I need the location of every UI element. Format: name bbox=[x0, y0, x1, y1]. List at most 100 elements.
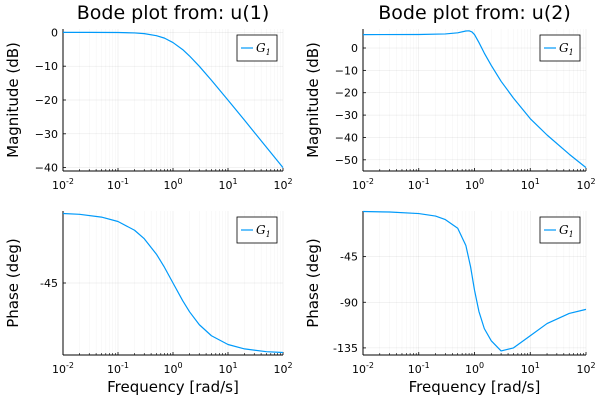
x-tick-exponent: 1 bbox=[232, 361, 237, 370]
y-axis-label: Phase (deg) bbox=[304, 238, 322, 328]
legend: G1 bbox=[236, 216, 278, 244]
x-tick-label: 100 bbox=[465, 177, 484, 192]
x-tick-base: 10 bbox=[273, 179, 287, 192]
y-axis-label: Phase (deg) bbox=[4, 238, 22, 328]
y-tick-label: −40 bbox=[35, 162, 58, 175]
x-tick-base: 10 bbox=[163, 179, 177, 192]
x-axis-label: Frequency [rad/s] bbox=[409, 378, 541, 396]
series-line-G1 bbox=[62, 212, 284, 354]
x-tick-label: 100 bbox=[163, 177, 182, 192]
x-tick-base: 10 bbox=[465, 179, 479, 192]
x-tick-label: 102 bbox=[273, 361, 292, 376]
y-tick-label: −30 bbox=[35, 128, 58, 141]
series-line-G1 bbox=[362, 210, 587, 352]
x-tick-base: 10 bbox=[465, 363, 479, 376]
legend-label-name: G bbox=[559, 223, 569, 237]
x-tick-base: 10 bbox=[52, 179, 66, 192]
x-tick-exponent: 2 bbox=[287, 361, 292, 370]
chart-title: Bode plot from: u(2) bbox=[378, 2, 571, 24]
y-tick-label: −50 bbox=[335, 154, 358, 167]
x-tick-label: 100 bbox=[163, 361, 182, 376]
x-tick-exponent: -2 bbox=[366, 177, 374, 186]
x-tick-label: 102 bbox=[576, 177, 595, 192]
x-tick-label: 101 bbox=[218, 361, 237, 376]
y-tick-label: 0 bbox=[51, 26, 58, 39]
y-tick-label: −10 bbox=[335, 64, 358, 77]
y-tick-label: -45 bbox=[340, 251, 358, 264]
legend-label: G1 bbox=[256, 41, 271, 57]
y-tick-label: −40 bbox=[335, 131, 358, 144]
x-tick-exponent: -1 bbox=[422, 177, 430, 186]
legend-label: G1 bbox=[559, 223, 574, 239]
x-tick-exponent: -1 bbox=[121, 361, 129, 370]
legend: G1 bbox=[539, 34, 581, 62]
x-tick-label: 10-1 bbox=[408, 177, 430, 192]
x-tick-label: 10-1 bbox=[107, 361, 129, 376]
legend: G1 bbox=[539, 216, 581, 244]
panel-magnitude-u2: 10-2 10-1 100 101 1020−10−20−30−40−50G1Bode … bbox=[304, 2, 596, 192]
x-tick-label: 100 bbox=[465, 361, 484, 376]
x-tick-label: 101 bbox=[521, 177, 540, 192]
x-tick-exponent: -2 bbox=[366, 361, 374, 370]
y-tick-label: −20 bbox=[35, 94, 58, 107]
x-tick-base: 10 bbox=[352, 179, 366, 192]
x-tick-exponent: 2 bbox=[287, 177, 292, 186]
x-tick-label: 102 bbox=[576, 361, 595, 376]
legend-label-subscript: 1 bbox=[266, 48, 271, 57]
x-tick-base: 10 bbox=[576, 179, 590, 192]
x-tick-label: 10-2 bbox=[352, 361, 374, 376]
legend-label: G1 bbox=[256, 223, 271, 239]
legend-label: G1 bbox=[559, 41, 574, 57]
chart-title: Bode plot from: u(1) bbox=[77, 2, 270, 24]
x-tick-base: 10 bbox=[408, 179, 422, 192]
x-axis-label: Frequency [rad/s] bbox=[107, 378, 239, 396]
legend: G1 bbox=[236, 34, 278, 62]
x-tick-exponent: -1 bbox=[422, 361, 430, 370]
x-tick-base: 10 bbox=[52, 363, 66, 376]
x-tick-label: 10-2 bbox=[52, 177, 74, 192]
y-tick-label: -90 bbox=[340, 296, 358, 309]
x-tick-exponent: 0 bbox=[177, 361, 182, 370]
x-tick-base: 10 bbox=[107, 179, 121, 192]
x-tick-base: 10 bbox=[218, 363, 232, 376]
x-tick-label: 102 bbox=[273, 177, 292, 192]
y-tick-label: −30 bbox=[335, 109, 358, 122]
legend-label-name: G bbox=[256, 223, 266, 237]
x-tick-label: 101 bbox=[521, 361, 540, 376]
x-tick-label: 101 bbox=[218, 177, 237, 192]
x-tick-base: 10 bbox=[521, 363, 535, 376]
x-tick-base: 10 bbox=[218, 179, 232, 192]
x-tick-base: 10 bbox=[521, 179, 535, 192]
legend-label-name: G bbox=[256, 41, 266, 55]
x-tick-label: 10-1 bbox=[107, 177, 129, 192]
x-tick-exponent: 1 bbox=[232, 177, 237, 186]
series-line-G1 bbox=[362, 30, 587, 169]
x-tick-exponent: 0 bbox=[177, 177, 182, 186]
x-tick-exponent: -2 bbox=[66, 361, 74, 370]
x-tick-exponent: -2 bbox=[66, 177, 74, 186]
y-tick-label: −20 bbox=[335, 87, 358, 100]
x-tick-exponent: 1 bbox=[535, 361, 540, 370]
x-tick-base: 10 bbox=[163, 363, 177, 376]
legend-label-subscript: 1 bbox=[569, 230, 574, 239]
x-tick-base: 10 bbox=[273, 363, 287, 376]
x-tick-exponent: -1 bbox=[121, 177, 129, 186]
x-tick-exponent: 2 bbox=[590, 177, 595, 186]
y-axis-label: Magnitude (dB) bbox=[4, 42, 22, 158]
legend-label-subscript: 1 bbox=[266, 230, 271, 239]
x-tick-exponent: 0 bbox=[479, 177, 484, 186]
y-tick-label: -45 bbox=[40, 277, 58, 290]
x-tick-label: 10-2 bbox=[52, 361, 74, 376]
x-tick-exponent: 2 bbox=[590, 361, 595, 370]
x-tick-base: 10 bbox=[408, 363, 422, 376]
x-tick-label: 10-1 bbox=[408, 361, 430, 376]
x-tick-base: 10 bbox=[576, 363, 590, 376]
y-axis-label: Magnitude (dB) bbox=[304, 42, 322, 158]
x-tick-label: 10-2 bbox=[352, 177, 374, 192]
series-line-G1 bbox=[63, 31, 284, 168]
